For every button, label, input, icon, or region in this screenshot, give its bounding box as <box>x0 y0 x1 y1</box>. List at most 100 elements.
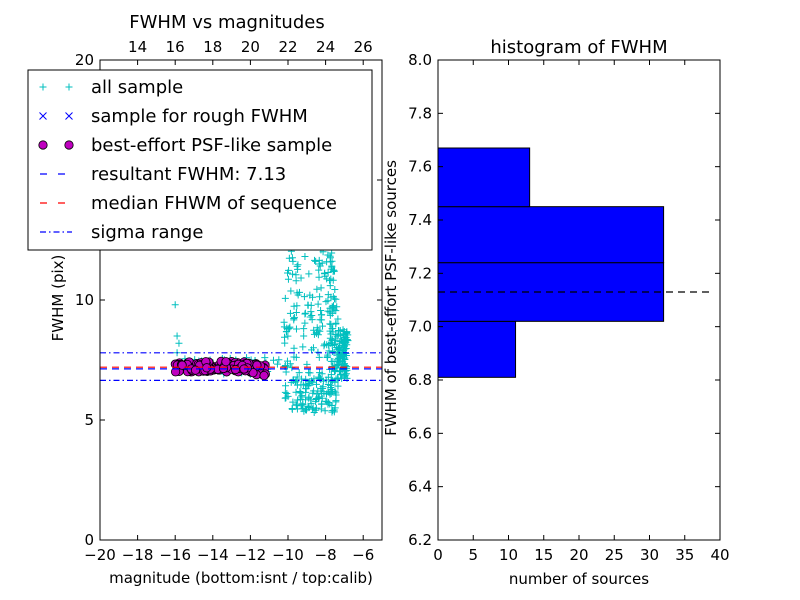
all-sample-point <box>334 382 342 390</box>
all-sample-point <box>299 343 307 351</box>
all-sample-point <box>332 319 340 327</box>
all-sample-point <box>321 269 329 277</box>
top-x-tick-label: 22 <box>278 38 297 56</box>
all-sample-point <box>300 332 308 340</box>
all-sample-point <box>332 398 340 406</box>
all-sample-point <box>301 252 309 260</box>
x-tick-label: 30 <box>640 546 659 564</box>
y-tick-label: 7.2 <box>408 264 432 282</box>
all-sample-point <box>316 262 324 270</box>
all-sample-point <box>324 251 332 259</box>
all-sample-point <box>304 301 312 309</box>
x-tick-label: −16 <box>159 546 191 564</box>
psf-sample-point <box>252 360 262 370</box>
x-tick-label: 40 <box>710 546 729 564</box>
all-sample-point <box>317 311 325 319</box>
legend-marker <box>39 83 47 91</box>
all-sample-point <box>322 298 330 306</box>
legend-box <box>27 69 373 251</box>
x-tick-label: 10 <box>499 546 518 564</box>
all-sample-point <box>310 330 318 338</box>
all-sample-point <box>328 262 336 270</box>
all-sample-point <box>302 406 310 414</box>
all-sample-point <box>281 362 289 370</box>
all-sample-point <box>287 287 295 295</box>
all-sample-point <box>340 342 348 350</box>
all-sample-point <box>288 404 296 412</box>
all-sample-point <box>304 402 312 410</box>
all-sample-point <box>261 354 269 362</box>
all-sample-point <box>329 302 337 310</box>
histogram-title: histogram of FWHM <box>490 37 667 58</box>
scatter-x-label: magnitude (bottom:isnt / top:calib) <box>109 569 373 587</box>
top-x-tick-label: 18 <box>203 38 222 56</box>
all-sample-point <box>340 350 348 358</box>
all-sample-point <box>317 400 325 408</box>
all-sample-point <box>293 302 301 310</box>
all-sample-point <box>327 275 335 283</box>
all-sample-point <box>309 293 317 301</box>
all-sample-point <box>310 375 318 383</box>
scatter-panel: FWHM vs magnitudes magnitude (bottom:isn… <box>27 12 383 587</box>
all-sample-point <box>281 333 288 341</box>
all-sample-point <box>321 340 329 348</box>
all-sample-point <box>295 369 303 377</box>
x-tick-label: 25 <box>605 546 624 564</box>
histogram-bar <box>437 320 517 378</box>
all-sample-point <box>332 330 340 338</box>
all-sample-point <box>295 288 303 296</box>
all-sample-point <box>315 353 323 361</box>
all-sample-point <box>332 391 340 399</box>
x-tick-label: −18 <box>122 546 154 564</box>
all-sample-point <box>301 319 309 327</box>
all-sample-point <box>283 324 291 332</box>
all-sample-point <box>340 337 348 345</box>
all-sample-point <box>298 405 306 413</box>
all-sample-point <box>315 273 323 281</box>
all-sample-point <box>292 271 300 279</box>
y-tick-label: 7.8 <box>408 104 432 122</box>
y-tick-label: 6.4 <box>408 478 432 496</box>
all-sample-point <box>173 332 181 340</box>
top-x-tick-label: 26 <box>354 38 373 56</box>
all-sample-point <box>320 342 328 350</box>
top-x-tick-label: 16 <box>166 38 185 56</box>
all-sample-point <box>329 293 337 301</box>
all-sample-point <box>323 353 331 361</box>
all-sample-point <box>290 313 298 321</box>
y-tick-label: 5 <box>84 411 94 429</box>
all-sample-point <box>284 275 292 283</box>
all-sample-point <box>338 348 346 356</box>
legend-marker <box>65 83 73 91</box>
all-sample-point <box>335 361 343 369</box>
all-sample-point <box>301 309 309 317</box>
all-sample-point <box>326 258 334 266</box>
all-sample-point <box>292 325 300 333</box>
all-sample-point <box>328 378 336 386</box>
all-sample-point <box>326 390 334 398</box>
all-sample-point <box>317 284 325 292</box>
all-sample-point <box>293 373 301 381</box>
legend-label: median FHWM of sequence <box>91 193 337 214</box>
legend-label: best-effort PSF-like sample <box>91 135 332 156</box>
x-tick-label: −14 <box>197 546 229 564</box>
all-sample-point <box>334 315 342 323</box>
legend-label: all sample <box>91 77 183 98</box>
all-sample-point <box>326 320 334 328</box>
all-sample-point <box>286 360 294 368</box>
y-tick-label: 20 <box>75 51 94 69</box>
legend-label: sample for rough FWHM <box>91 106 308 127</box>
all-sample-point <box>289 270 297 278</box>
all-sample-point <box>321 407 329 415</box>
all-sample-point <box>309 344 317 352</box>
y-tick-label: 8.0 <box>408 51 432 69</box>
all-sample-point <box>292 277 300 285</box>
legend-marker <box>64 140 74 150</box>
all-sample-point <box>328 325 336 333</box>
all-sample-point <box>273 360 281 368</box>
all-sample-point <box>325 347 333 355</box>
histogram-axes: 0 5 10 15 20 25 30 35 40 6.2 6.4 6.6 6.8 7.0 7.2 7.4 7.6… <box>408 51 729 564</box>
scatter-y-label: FWHM (pix) <box>49 255 67 342</box>
all-sample-point <box>285 266 293 274</box>
y-tick-label: 7.4 <box>408 211 432 229</box>
